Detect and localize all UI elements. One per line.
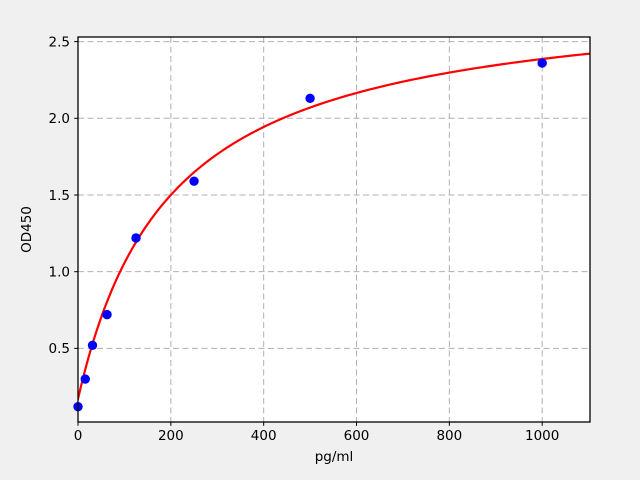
x-tick-label: 200 xyxy=(158,428,184,444)
y-tick-label: 1.5 xyxy=(49,188,70,204)
fit-curve xyxy=(78,52,590,401)
x-tick-label: 400 xyxy=(251,428,277,444)
plot-area xyxy=(78,37,590,422)
y-tick-label: 2.0 xyxy=(49,111,70,127)
data-point xyxy=(189,176,199,186)
y-tick-label: 0.5 xyxy=(49,341,70,357)
data-point xyxy=(80,374,90,384)
data-point xyxy=(537,58,547,68)
x-axis-label: pg/ml xyxy=(315,449,354,465)
data-point xyxy=(87,340,98,351)
plot-background-layer xyxy=(78,37,590,422)
x-tick-label: 0 xyxy=(74,428,83,444)
data-point xyxy=(131,233,141,243)
y-axis-label: OD450 xyxy=(19,206,35,253)
marker-layer xyxy=(73,58,547,412)
x-tick-label: 1000 xyxy=(525,428,559,444)
x-tick-label: 800 xyxy=(436,428,462,444)
data-point xyxy=(305,93,315,104)
data-point xyxy=(102,309,112,320)
axes-frame-layer xyxy=(77,36,591,423)
grid-layer xyxy=(78,37,590,422)
series-layer xyxy=(78,52,590,401)
y-tick-label: 2.5 xyxy=(49,34,70,50)
axes-frame xyxy=(77,36,591,423)
y-tick-label: 1.0 xyxy=(49,264,70,280)
x-tick-label: 600 xyxy=(344,428,370,444)
tick-layer: 0 200 400 600 800 1000 0.5 1.0 1.5 2.0 2.5 xyxy=(49,34,560,444)
